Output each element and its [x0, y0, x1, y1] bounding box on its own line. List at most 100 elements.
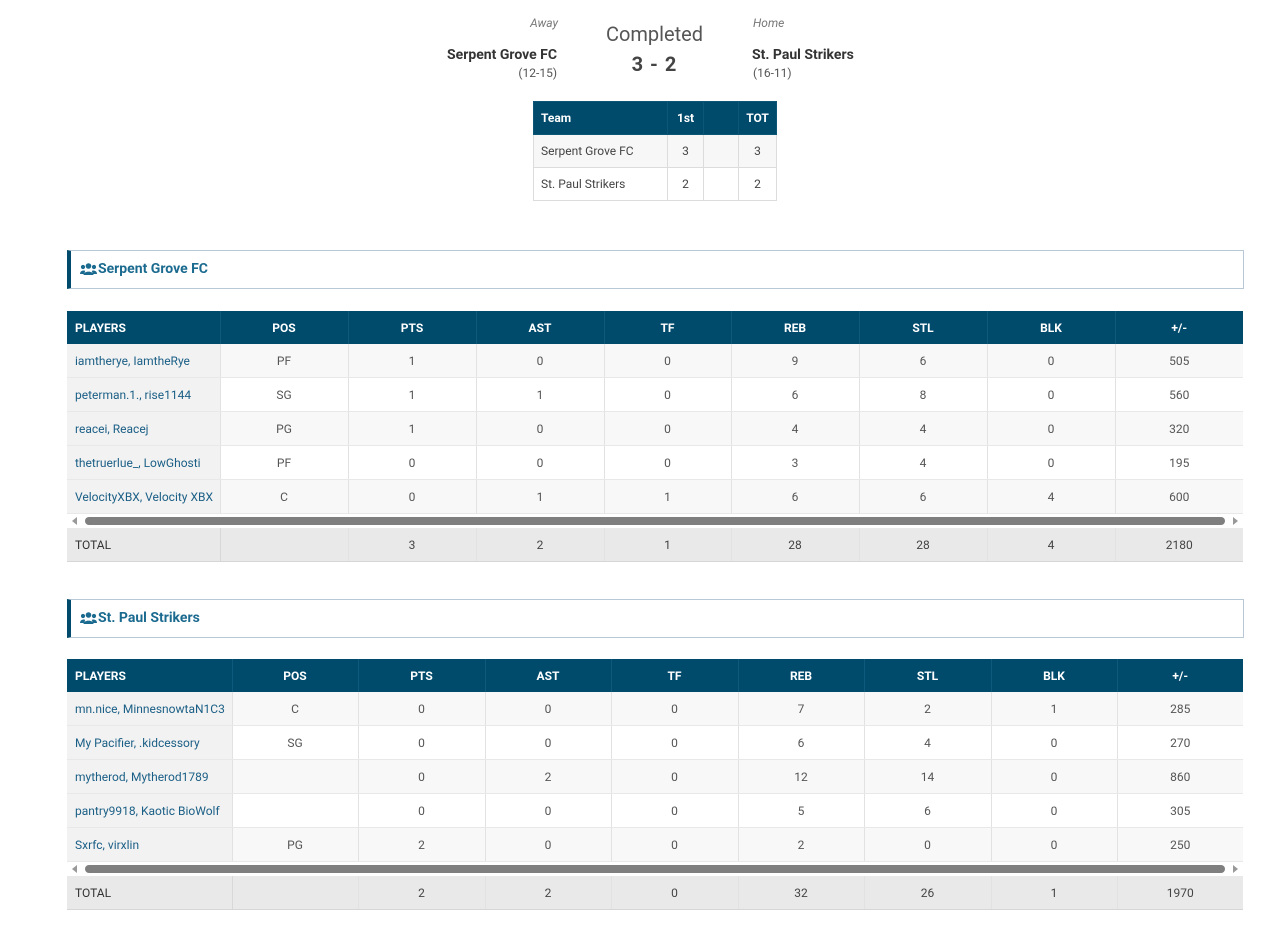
users-icon	[80, 263, 97, 275]
scroll-right-icon[interactable]	[1233, 517, 1238, 525]
player-name-link[interactable]: Sxrfc, virxlin	[67, 827, 232, 862]
player-name-link[interactable]: iamtherye, IamtheRye	[67, 344, 220, 378]
player-row: pantry9918, Kaotic BioWolf 0 0 0 5 6 0 305	[67, 793, 1243, 828]
stat-stl: 8	[858, 377, 987, 412]
stat-pts: 2	[357, 827, 485, 862]
column-header-blk[interactable]: BLK	[986, 311, 1115, 344]
stat-reb: 5	[737, 793, 864, 828]
users-icon	[80, 612, 97, 624]
stat-tf: 1	[603, 479, 731, 514]
box-score-body: mn.nice, MinnesnowtaN1C3 C 0 0 0 7 2 1 285 My Pac…	[67, 692, 1243, 862]
scrollbar-thumb[interactable]	[85, 865, 1225, 873]
total-label: TOTAL	[67, 528, 221, 562]
line-score-team: St. Paul Strikers	[533, 167, 668, 201]
box-score-total-table: TOTAL 2 2 0 32 26 1 1970	[67, 876, 1243, 910]
stat-stl: 2	[863, 692, 991, 726]
column-header-players[interactable]: PLAYERS	[67, 659, 232, 692]
player-name-link[interactable]: mytherod, Mytherod1789	[67, 759, 232, 794]
stat-ast: 0	[484, 827, 611, 862]
total-reb: 28	[730, 528, 859, 562]
stat-pos: PG	[219, 411, 348, 446]
player-row: My Pacifier, .kidcessory SG 0 0 0 6 4 0 270	[67, 725, 1243, 760]
column-header-reb[interactable]: REB	[730, 311, 859, 344]
home-team-record: (16-11)	[753, 66, 792, 80]
player-row: iamtherye, IamtheRye PF 1 0 0 9 6 0 505	[67, 344, 1243, 378]
total-ast: 2	[484, 876, 611, 910]
player-name-link[interactable]: pantry9918, Kaotic BioWolf	[67, 793, 232, 828]
column-header-stl[interactable]: STL	[863, 659, 991, 692]
stat-tf: 0	[610, 725, 738, 760]
total-stl: 26	[863, 876, 991, 910]
player-row: mn.nice, MinnesnowtaN1C3 C 0 0 0 7 2 1 285	[67, 692, 1243, 726]
column-header-reb[interactable]: REB	[737, 659, 864, 692]
scroll-right-icon[interactable]	[1233, 865, 1238, 873]
player-row: Sxrfc, virxlin PG 2 0 0 2 0 0 250	[67, 827, 1243, 862]
player-name-link[interactable]: mn.nice, MinnesnowtaN1C3	[67, 692, 232, 726]
line-score-cell	[703, 134, 739, 168]
stat-ast: 0	[484, 793, 611, 828]
stat-pos	[231, 793, 358, 828]
total-reb: 32	[737, 876, 864, 910]
scroll-left-icon[interactable]	[72, 865, 77, 873]
stat-ast: 0	[484, 725, 611, 760]
line-score-cell: 2	[667, 167, 704, 201]
away-team-record: (12-15)	[518, 66, 557, 80]
stat-tf: 0	[610, 793, 738, 828]
stat-plus-minus: 505	[1114, 344, 1243, 378]
stat-stl: 4	[858, 445, 987, 480]
player-name-link[interactable]: reacei, Reacej	[67, 411, 220, 446]
stat-ast: 1	[475, 377, 604, 412]
player-name-link[interactable]: peterman.1., rise1144	[67, 377, 220, 412]
player-name-link[interactable]: VelocityXBX, Velocity XBX	[67, 479, 220, 514]
stat-pts: 0	[347, 445, 476, 480]
stat-pos: C	[219, 479, 348, 514]
stat-reb: 2	[737, 827, 864, 862]
stat-reb: 6	[737, 725, 864, 760]
team-section-header-home: St. Paul Strikers	[67, 599, 1244, 638]
stat-blk: 0	[990, 827, 1117, 862]
stat-plus-minus: 860	[1116, 759, 1243, 794]
column-header-ast[interactable]: AST	[484, 659, 611, 692]
away-team-name[interactable]: Serpent Grove FC	[447, 47, 557, 63]
stat-stl: 4	[863, 725, 991, 760]
scrollbar-thumb[interactable]	[85, 517, 1225, 525]
column-header-pts[interactable]: PTS	[357, 659, 485, 692]
horizontal-scrollbar[interactable]	[67, 514, 1243, 528]
stat-blk: 0	[990, 725, 1117, 760]
stat-pos	[231, 759, 358, 794]
horizontal-scrollbar[interactable]	[67, 862, 1243, 876]
total-pos	[219, 528, 348, 562]
box-score-table: PLAYERS POS PTS AST TF REB STL BLK +/- mn.nice, …	[67, 659, 1243, 862]
stat-blk: 0	[990, 793, 1117, 828]
stat-plus-minus: 560	[1114, 377, 1243, 412]
scoreboard: Away Serpent Grove FC (12-15) Completed …	[0, 0, 1282, 90]
stat-stl: 6	[858, 344, 987, 378]
column-header-players[interactable]: PLAYERS	[67, 311, 220, 344]
player-name-link[interactable]: My Pacifier, .kidcessory	[67, 725, 232, 760]
column-header-blk[interactable]: BLK	[990, 659, 1117, 692]
stat-stl: 6	[863, 793, 991, 828]
column-header-pos[interactable]: POS	[231, 659, 358, 692]
column-header-pos[interactable]: POS	[219, 311, 348, 344]
column-header-pts[interactable]: PTS	[347, 311, 476, 344]
player-row: mytherod, Mytherod1789 0 2 0 12 14 0 860	[67, 759, 1243, 794]
stat-reb: 12	[737, 759, 864, 794]
box-score-header-row: PLAYERS POS PTS AST TF REB STL BLK +/-	[67, 311, 1243, 344]
stat-pos: PG	[231, 827, 358, 862]
stat-blk: 0	[986, 445, 1115, 480]
column-header-stl[interactable]: STL	[858, 311, 987, 344]
player-name-link[interactable]: thetruerlue_, LowGhosti	[67, 445, 220, 480]
total-label: TOTAL	[67, 876, 233, 910]
scroll-left-icon[interactable]	[72, 517, 77, 525]
stat-reb: 6	[730, 479, 859, 514]
stat-blk: 0	[990, 759, 1117, 794]
column-header-tf[interactable]: TF	[603, 311, 731, 344]
column-header-plus-minus[interactable]: +/-	[1116, 659, 1243, 692]
line-score-row: Serpent Grove FC 3 3	[533, 134, 777, 168]
line-score-cell: 3	[667, 134, 704, 168]
stat-tf: 0	[603, 411, 731, 446]
home-team-name[interactable]: St. Paul Strikers	[752, 47, 854, 63]
column-header-tf[interactable]: TF	[610, 659, 738, 692]
column-header-plus-minus[interactable]: +/-	[1114, 311, 1243, 344]
column-header-ast[interactable]: AST	[475, 311, 604, 344]
